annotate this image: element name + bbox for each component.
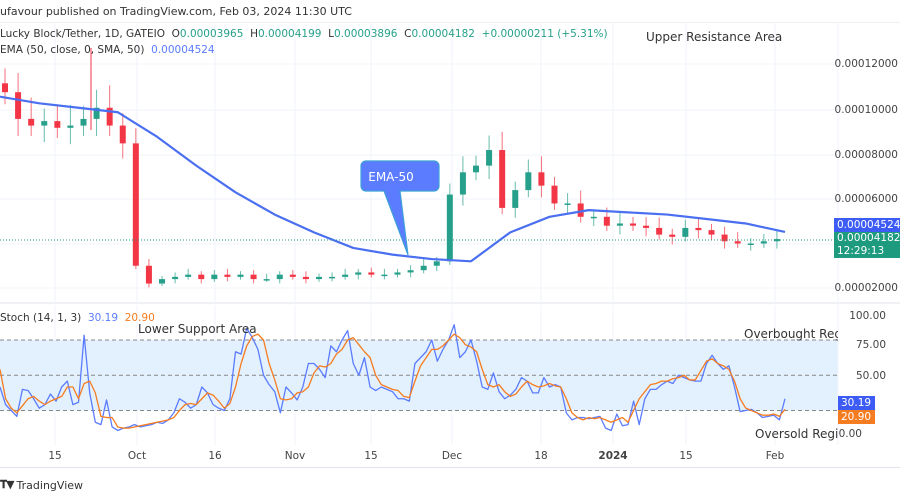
stoch-tick: 100.00 [849,310,886,322]
symbol-name: Lucky Block/Tether, 1D, GATEIO [0,28,165,40]
footer-divider [0,467,900,468]
ema-label: EMA (50, close, 0, SMA, 50) [0,44,145,56]
price-tick: 0.00010000 [834,104,898,116]
high-value: 0.00004199 [257,28,322,40]
stoch-tick: 0.00 [838,428,862,440]
open-value: 0.00003965 [179,28,244,40]
tradingview-footer[interactable]: 𝐓▼ TradingView [0,478,83,492]
stoch-tick: 75.00 [855,339,886,351]
brand-name: TradingView [16,478,84,492]
time-tick: 18 [534,450,548,462]
stoch-legend: Stoch (14, 1, 3) 30.19 20.90 [0,312,155,324]
header-divider [0,22,900,23]
overbought-label: Overbought Regio [744,327,838,341]
time-tick: 15 [48,450,62,462]
time-tick: 15 [679,450,693,462]
price-tick: 0.00002000 [834,282,898,294]
upper-resistance-label: Upper Resistance Area [646,30,783,44]
time-tick: Nov [284,450,306,462]
change-value: +0.00000211 (+5.31%) [481,28,608,40]
symbol-legend: Lucky Block/Tether, 1D, GATEIO O0.000039… [0,28,608,40]
stoch-k-tag: 30.19 [838,396,875,410]
price-tick: 0.00006000 [834,193,898,205]
last-price-tag: 0.00004182 12:29:13 [834,232,900,258]
stoch-label: Stoch (14, 1, 3) [0,312,82,324]
published-by: ufavour published on TradingView.com, Fe… [0,5,352,18]
time-tick: Oct [127,450,147,462]
stoch-d-tag: 20.90 [838,410,875,424]
price-tick: 0.00012000 [834,58,898,70]
stoch-d-value: 20.90 [124,312,155,324]
stoch-tick: 50.00 [855,370,886,382]
tradingview-logo-icon: 𝐓▼ [0,478,15,491]
time-tick: 16 [208,450,222,462]
ema-callout: EMA-50 [368,170,413,184]
time-tick: 2024 [598,450,628,462]
stoch-k-value: 30.19 [87,312,118,324]
low-value: 0.00003896 [334,28,398,40]
time-tick: Feb [765,450,785,462]
ema-value: 0.00004524 [151,44,215,56]
candle-countdown: 12:29:13 [837,245,885,257]
ema-legend: EMA (50, close, 0, SMA, 50) 0.00004524 [0,44,215,56]
ema-price-tag: 0.00004524 [834,218,900,232]
time-tick: 15 [364,450,378,462]
close-value: 0.00004182 [411,28,475,40]
oversold-label: Oversold Regior [755,427,838,441]
price-tick: 0.00008000 [834,149,898,161]
time-tick: Dec [441,450,463,462]
lower-support-label: Lower Support Area [138,322,257,336]
